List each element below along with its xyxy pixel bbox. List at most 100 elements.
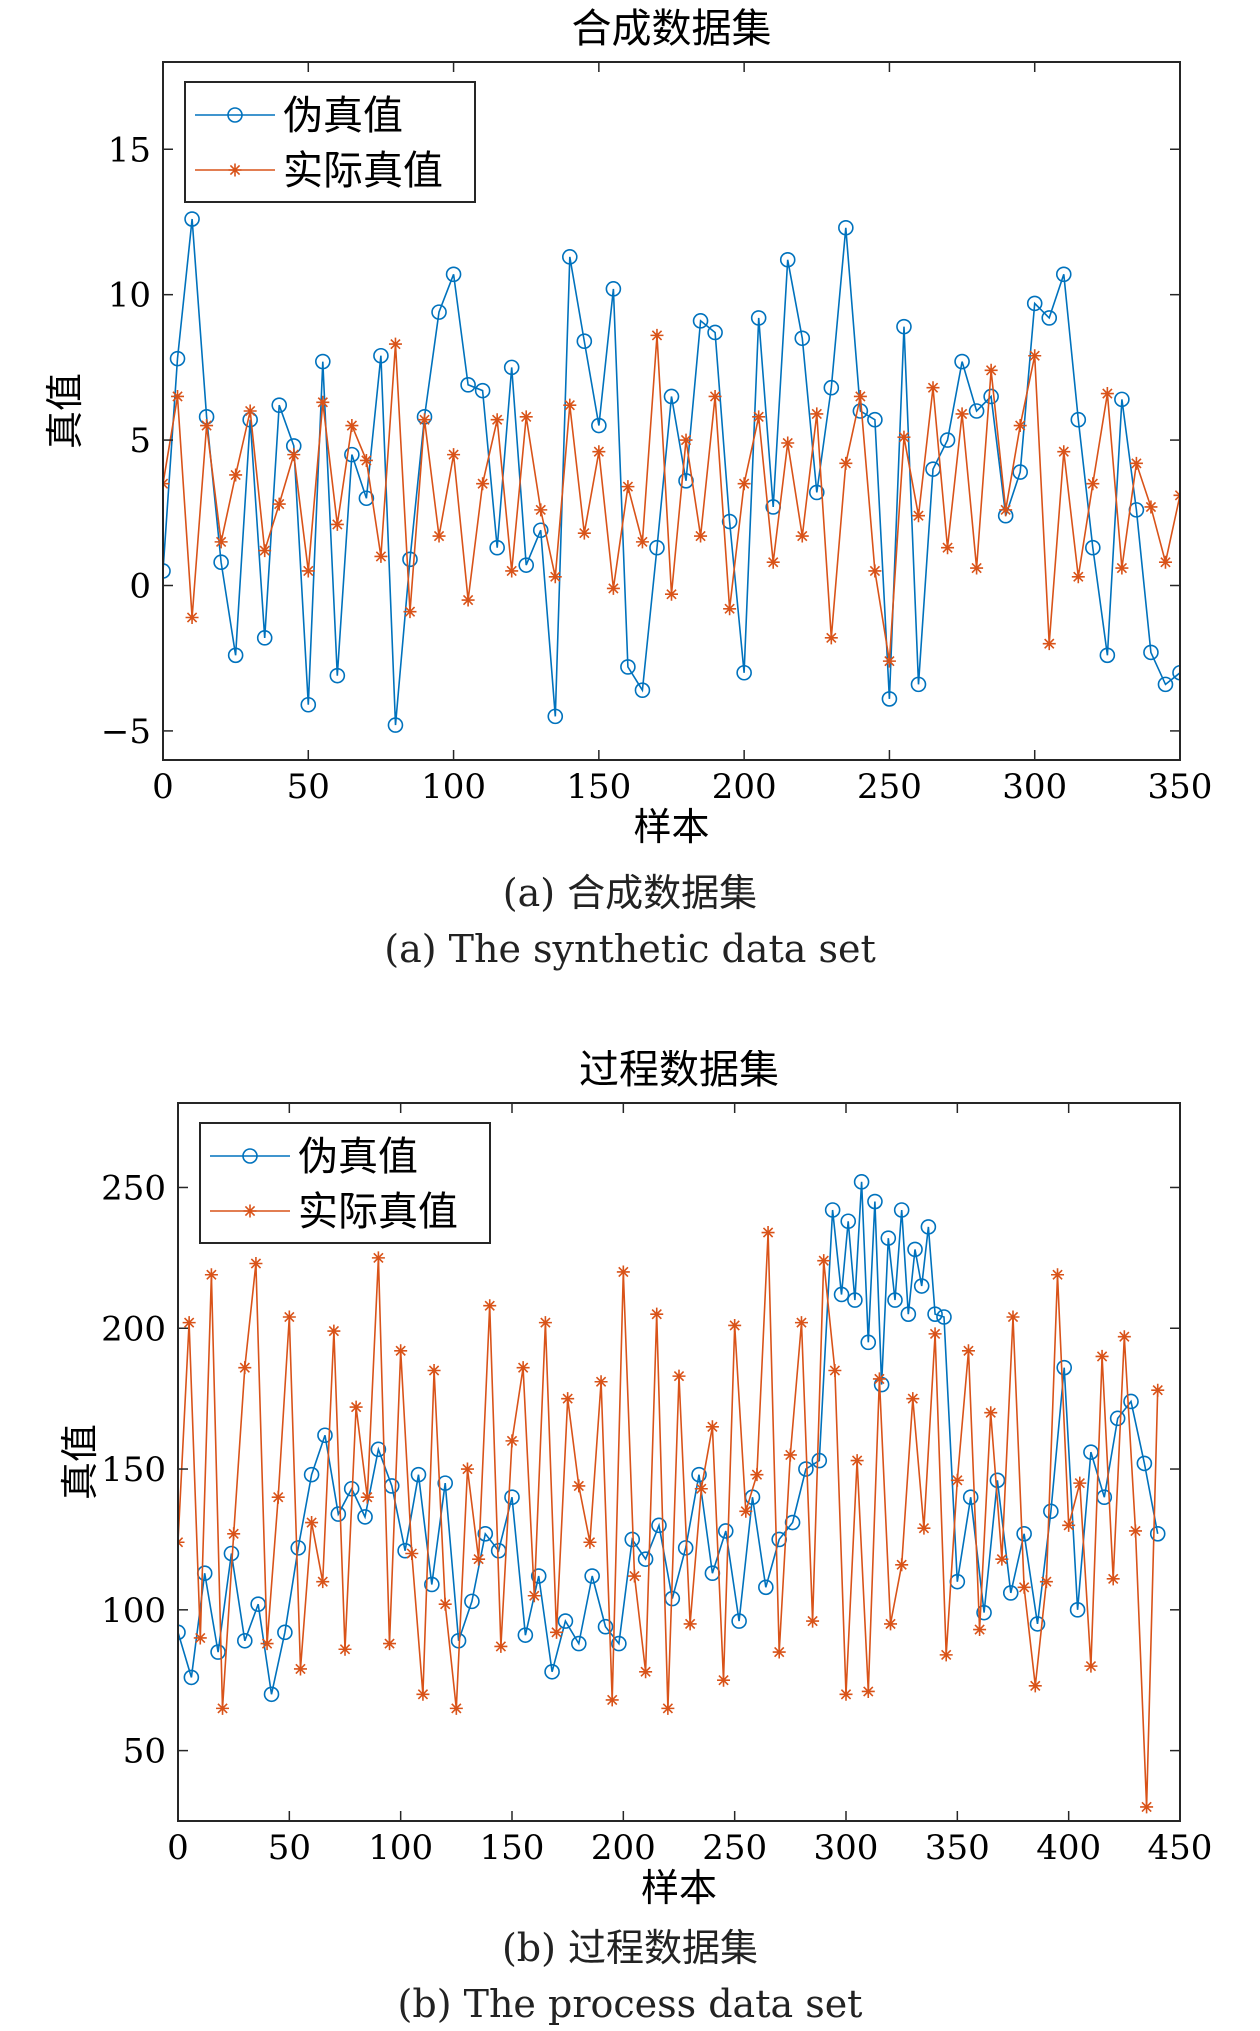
data-point-star (505, 1434, 519, 1448)
data-point-star (1006, 1310, 1020, 1324)
data-point-star (476, 477, 490, 491)
data-point-circle (474, 382, 491, 399)
y-tick-label: −5 (101, 712, 151, 752)
data-point-circle (557, 1613, 574, 1629)
data-point-circle (1069, 1602, 1086, 1618)
data-point-star (349, 1400, 363, 1414)
data-point-circle (570, 1635, 587, 1652)
data-point-star (679, 433, 693, 447)
data-point-circle (213, 554, 229, 571)
data-point-circle (424, 1576, 440, 1593)
data-point-star (1115, 561, 1129, 575)
data-point-star (305, 1516, 319, 1530)
data-point-star (563, 398, 577, 412)
legend-box (184, 81, 476, 203)
data-point-star (897, 430, 911, 444)
data-point-star (1028, 1679, 1042, 1693)
data-point-circle (736, 664, 752, 681)
data-point-circle (939, 432, 956, 448)
data-point-circle (358, 490, 375, 507)
data-point-star (316, 1575, 330, 1589)
data-point-star (1013, 419, 1027, 433)
data-point-star (1017, 1580, 1031, 1594)
data-point-star (577, 526, 591, 540)
data-point-star (717, 1673, 731, 1687)
data-point-star (490, 413, 504, 427)
data-point-star (672, 1369, 686, 1383)
data-point-star (1129, 456, 1143, 470)
data-point-star (850, 1454, 864, 1468)
data-point-star (661, 1701, 675, 1715)
data-point-star (249, 1256, 263, 1270)
data-point-star (516, 1361, 530, 1375)
data-point-circle (1002, 1585, 1019, 1601)
data-point-star (338, 1642, 352, 1656)
data-point-circle (330, 1506, 347, 1522)
data-point-star (795, 529, 809, 543)
data-point-star (561, 1392, 575, 1406)
data-point-star (548, 570, 562, 584)
data-point-circle (370, 1441, 387, 1458)
data-point-star (345, 419, 359, 433)
data-point-star (383, 1637, 397, 1651)
data-point-star (882, 654, 896, 668)
data-point-star (287, 448, 301, 462)
data-point-star (694, 529, 708, 543)
y-tick-label: 50 (123, 1732, 166, 1772)
data-point-star (970, 561, 984, 575)
legend-marker-star (228, 163, 242, 177)
data-point-circle (303, 1466, 320, 1483)
legend-label: 实际真值 (298, 1189, 458, 1235)
legend-label: 实际真值 (283, 148, 443, 194)
data-point-star (403, 605, 417, 619)
data-point-circle (1136, 1455, 1153, 1472)
data-point-star (374, 549, 388, 563)
synthetic-data-figure: 合成数据集 0 50 100 150 200 250 300 350 −5 0 5 10 15 样本 真值 伪真… (0, 0, 1260, 1000)
data-point-circle (853, 1174, 870, 1190)
data-point-star (572, 1479, 586, 1493)
data-point-star (781, 436, 795, 450)
data-point-circle (758, 1579, 774, 1596)
data-point-circle (1016, 1525, 1032, 1542)
data-point-circle (976, 1604, 992, 1621)
x-axis-label: 样本 (641, 1866, 717, 1910)
data-point-star (282, 1310, 296, 1324)
data-point-circle (649, 539, 665, 556)
data-point-star (853, 389, 867, 403)
data-point-star (839, 1687, 853, 1701)
data-point-circle (811, 1452, 828, 1469)
data-point-star (906, 1392, 920, 1406)
data-point-circle (867, 1193, 883, 1210)
x-tick-label: 150 (480, 1828, 545, 1868)
data-point-star (171, 389, 185, 403)
series-pseudo-truth (178, 1174, 1166, 1703)
data-point-circle (1114, 391, 1130, 408)
data-point-circle (936, 1309, 952, 1325)
series-line (178, 1181, 1159, 1695)
data-point-circle (576, 333, 593, 350)
data-point-star (538, 1316, 552, 1330)
data-point-circle (833, 1286, 850, 1303)
data-point-circle (1172, 664, 1180, 681)
x-tick-label: 0 (152, 767, 174, 807)
chart-title: 过程数据集 (579, 1050, 779, 1093)
y-tick-label: 10 (108, 276, 151, 316)
series-line (163, 218, 1180, 726)
data-point-star (327, 1324, 341, 1338)
caption-a-english: (a) The synthetic data set (384, 927, 876, 971)
data-point-star (1151, 1383, 1165, 1397)
data-point-star (316, 395, 330, 409)
data-point-star (941, 541, 955, 555)
data-point-circle (1109, 1410, 1126, 1427)
data-point-circle (860, 1334, 877, 1351)
data-point-star (418, 413, 432, 427)
data-point-star (884, 1617, 898, 1631)
data-point-star (911, 509, 925, 523)
data-point-circle (1055, 266, 1072, 283)
data-point-circle (315, 353, 331, 370)
data-point-star (505, 564, 519, 578)
data-point-star (594, 1375, 608, 1389)
data-point-circle (437, 1475, 454, 1491)
data-point-star (1073, 1476, 1087, 1490)
x-tick-label: 200 (591, 1828, 656, 1868)
